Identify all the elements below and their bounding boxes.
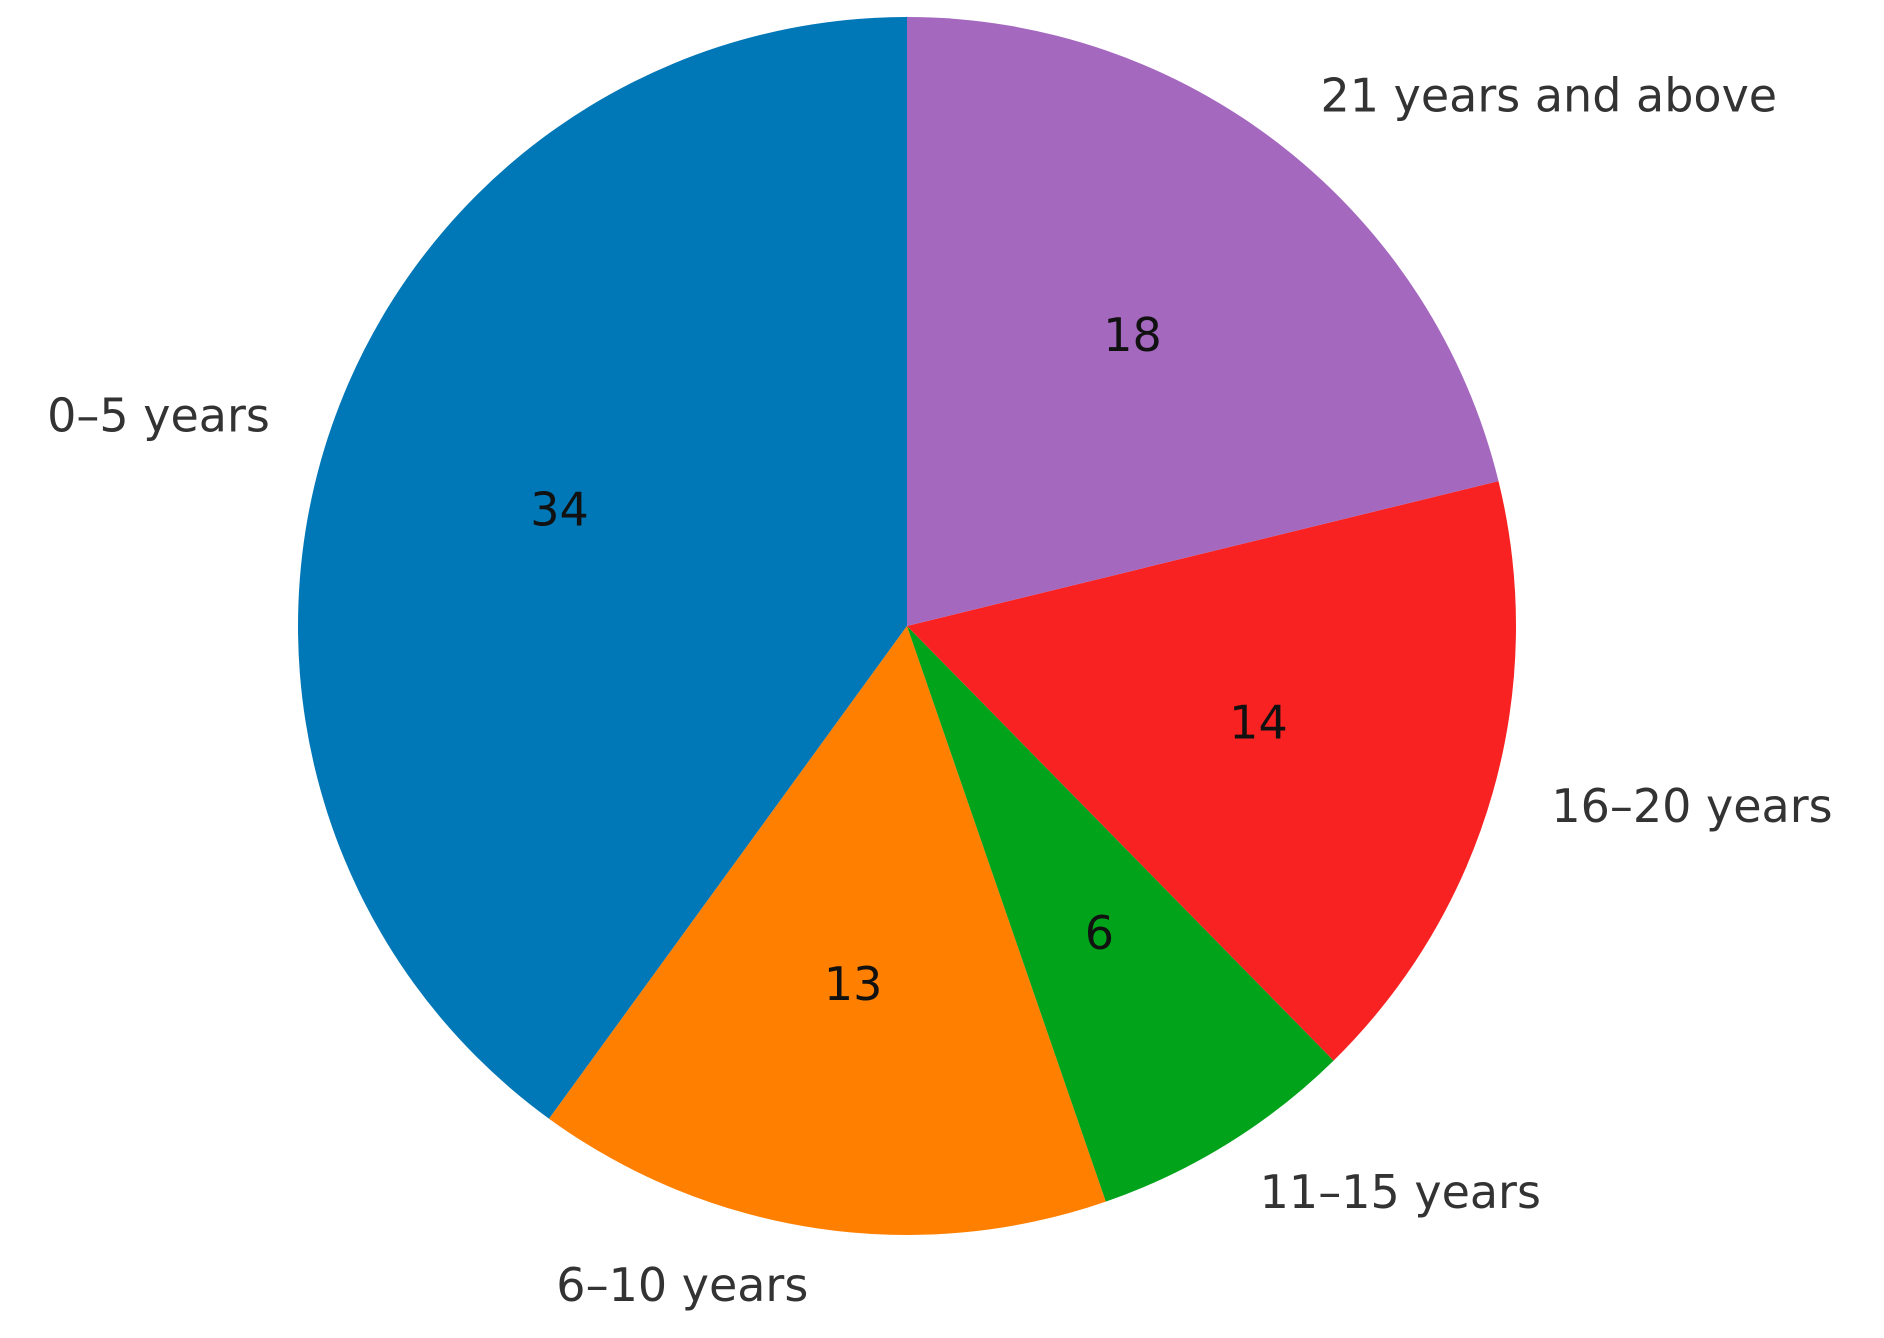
pie-slice (297, 17, 907, 1119)
value-label: 18 (1103, 308, 1162, 362)
category-label: 0–5 years (47, 388, 270, 442)
category-label: 11–15 years (1260, 1165, 1541, 1219)
category-label: 16–20 years (1551, 779, 1832, 833)
pie-slice (907, 626, 1334, 1202)
value-label: 13 (824, 957, 883, 1011)
category-label: 6–10 years (556, 1258, 808, 1312)
value-label: 6 (1085, 906, 1114, 960)
value-label: 14 (1229, 695, 1288, 749)
pie-slice (907, 481, 1516, 1061)
pie-slice (907, 17, 1499, 626)
pie-slice (549, 626, 1106, 1235)
value-label: 34 (530, 483, 589, 537)
category-label: 21 years and above (1321, 68, 1778, 122)
